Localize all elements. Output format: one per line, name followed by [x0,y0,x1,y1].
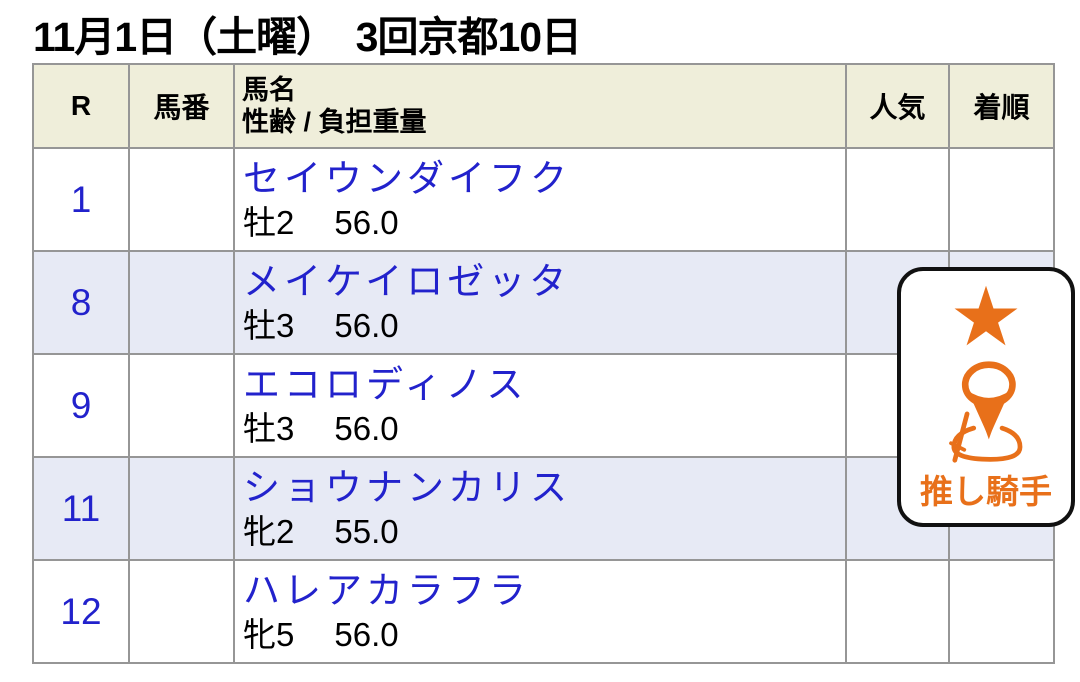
horse-number-cell [128,147,235,252]
race-number-link[interactable]: 1 [32,147,130,252]
horse-cell: ハレアカラフラ 牝5 56.0 [233,559,847,664]
horse-name-link[interactable]: セイウンダイフク [243,158,571,199]
horse-info: 牡3 56.0 [243,409,844,449]
race-number-link[interactable]: 8 [32,250,130,355]
horse-info: 牡2 56.0 [243,203,844,243]
horse-number-cell [128,250,235,355]
horse-cell: セイウンダイフク 牡2 56.0 [233,147,847,252]
header-race: R [32,63,130,149]
popularity-cell [845,559,950,664]
popularity-cell [845,147,950,252]
weight: 56.0 [334,616,399,654]
race-table: R 馬番 馬名 性齢 / 負担重量 人気 着順 1 セイウンダイフク 牡2 56.… [32,63,1055,664]
horse-name-link[interactable]: ショウナンカリス [243,467,571,508]
horse-info: 牡3 56.0 [243,306,844,346]
jockey-icon [949,361,1023,463]
sex-age: 牡3 [243,410,295,448]
finish-cell [948,559,1055,664]
header-popularity: 人気 [845,63,950,149]
weight: 56.0 [334,204,399,242]
star-icon: ★ [949,270,1023,365]
favorite-jockey-label: 推し騎手 [920,473,1052,510]
weight: 55.0 [334,513,399,551]
horse-name-link[interactable]: エコロディノス [243,364,528,405]
horse-info: 牝5 56.0 [243,615,844,655]
horse-number-cell [128,559,235,664]
race-number-link[interactable]: 12 [32,559,130,664]
horse-name-link[interactable]: ハレアカラフラ [243,570,530,611]
favorite-jockey-card[interactable]: ★ 推し騎手 [897,267,1075,527]
horse-name-link[interactable]: メイケイロゼッタ [243,261,571,302]
race-number-link[interactable]: 11 [32,456,130,561]
race-number-link[interactable]: 9 [32,353,130,458]
finish-cell [948,147,1055,252]
header-horse-name-line1: 馬名 [242,74,296,105]
header-horse-name-line2: 性齢 / 負担重量 [242,107,427,137]
sex-age: 牝5 [243,616,295,654]
weight: 56.0 [334,307,399,345]
sex-age: 牡3 [243,307,295,345]
table-header-row: R 馬番 馬名 性齢 / 負担重量 人気 着順 [32,63,1055,149]
page-title: 11月1日（土曜） 3回京都10日 [33,14,582,60]
header-horse-number: 馬番 [128,63,235,149]
sex-age: 牝2 [243,513,295,551]
table-row: 1 セイウンダイフク 牡2 56.0 [32,147,1055,252]
horse-number-cell [128,353,235,458]
table-row: 11 ショウナンカリス 牝2 55.0 [32,456,1055,561]
header-horse-name: 馬名 性齢 / 負担重量 [233,63,847,149]
table-row: 12 ハレアカラフラ 牝5 56.0 [32,559,1055,664]
header-finish: 着順 [948,63,1055,149]
horse-cell: ショウナンカリス 牝2 55.0 [233,456,847,561]
horse-info: 牝2 55.0 [243,512,844,552]
sex-age: 牡2 [243,204,295,242]
horse-cell: エコロディノス 牡3 56.0 [233,353,847,458]
horse-cell: メイケイロゼッタ 牡3 56.0 [233,250,847,355]
weight: 56.0 [334,410,399,448]
horse-number-cell [128,456,235,561]
